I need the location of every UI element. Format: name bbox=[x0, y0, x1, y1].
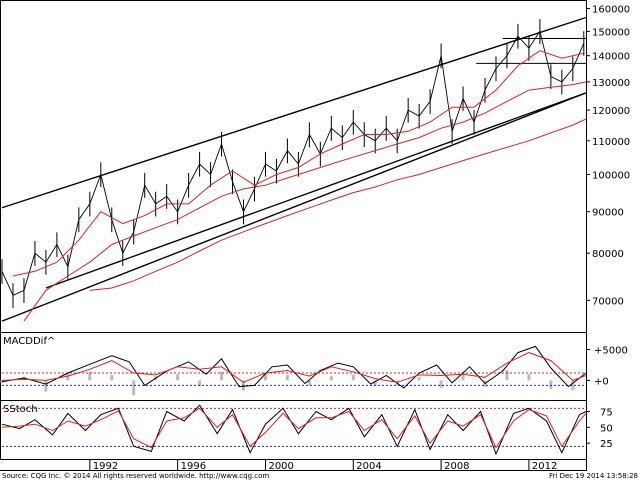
time-tick-label: 2012 bbox=[532, 461, 557, 472]
stoch-tick-label: 25 bbox=[600, 439, 613, 450]
moving-average-1 bbox=[12, 50, 584, 277]
stoch-tick-label: 75 bbox=[600, 408, 613, 419]
channel-line-1 bbox=[1, 16, 587, 209]
channel-line-2 bbox=[1, 92, 587, 322]
stoch-d-line bbox=[1, 407, 587, 449]
stoch-panel-title: SStoch bbox=[3, 404, 38, 415]
price-panel bbox=[1, 16, 587, 322]
macd-panel-frame bbox=[0, 332, 587, 401]
price-tick-label: 130000 bbox=[592, 78, 630, 89]
stoch-tick-label: 50 bbox=[600, 423, 613, 434]
time-tick-label: 2004 bbox=[356, 461, 381, 472]
macd-signal-line bbox=[1, 352, 587, 383]
macd-panel bbox=[0, 345, 587, 396]
axes: 70000 80000 90000 100000 110000 120000 130000 1… bbox=[89, 5, 630, 472]
moving-average-2 bbox=[23, 81, 587, 322]
price-tick-label: 80000 bbox=[592, 249, 624, 260]
footer-timestamp: Fri Dec 19 2014 13:58:28 bbox=[549, 472, 638, 480]
time-tick-label: 1992 bbox=[93, 461, 118, 472]
macd-tick-label: +0 bbox=[594, 376, 609, 387]
moving-average-3 bbox=[89, 118, 587, 291]
price-tick-label: 70000 bbox=[592, 296, 624, 307]
stoch-panel-frame bbox=[0, 400, 587, 460]
channel-line-3 bbox=[45, 92, 587, 289]
macd-panel-title: MACDDif^ bbox=[3, 336, 55, 347]
macd-line bbox=[1, 345, 587, 389]
footer-copyright: Source: CQG Inc. © 2014 All rights reser… bbox=[2, 472, 269, 480]
price-bars bbox=[1, 19, 585, 308]
price-tick-label: 100000 bbox=[592, 170, 630, 181]
macd-tick-label: +5000 bbox=[594, 345, 628, 356]
price-tick-label: 90000 bbox=[592, 208, 624, 219]
price-tick-label: 110000 bbox=[592, 137, 630, 148]
time-tick-label: 2008 bbox=[444, 461, 469, 472]
price-path bbox=[1, 30, 585, 296]
price-tick-label: 140000 bbox=[592, 52, 630, 63]
price-tick-label: 120000 bbox=[592, 106, 630, 117]
price-tick-label: 150000 bbox=[592, 27, 630, 38]
time-tick-label: 2000 bbox=[268, 461, 293, 472]
price-panel-frame bbox=[0, 0, 587, 333]
time-tick-label: 1996 bbox=[181, 461, 206, 472]
stoch-k-line bbox=[1, 404, 587, 456]
stoch-panel bbox=[1, 404, 587, 456]
price-tick-label: 160000 bbox=[592, 5, 630, 16]
